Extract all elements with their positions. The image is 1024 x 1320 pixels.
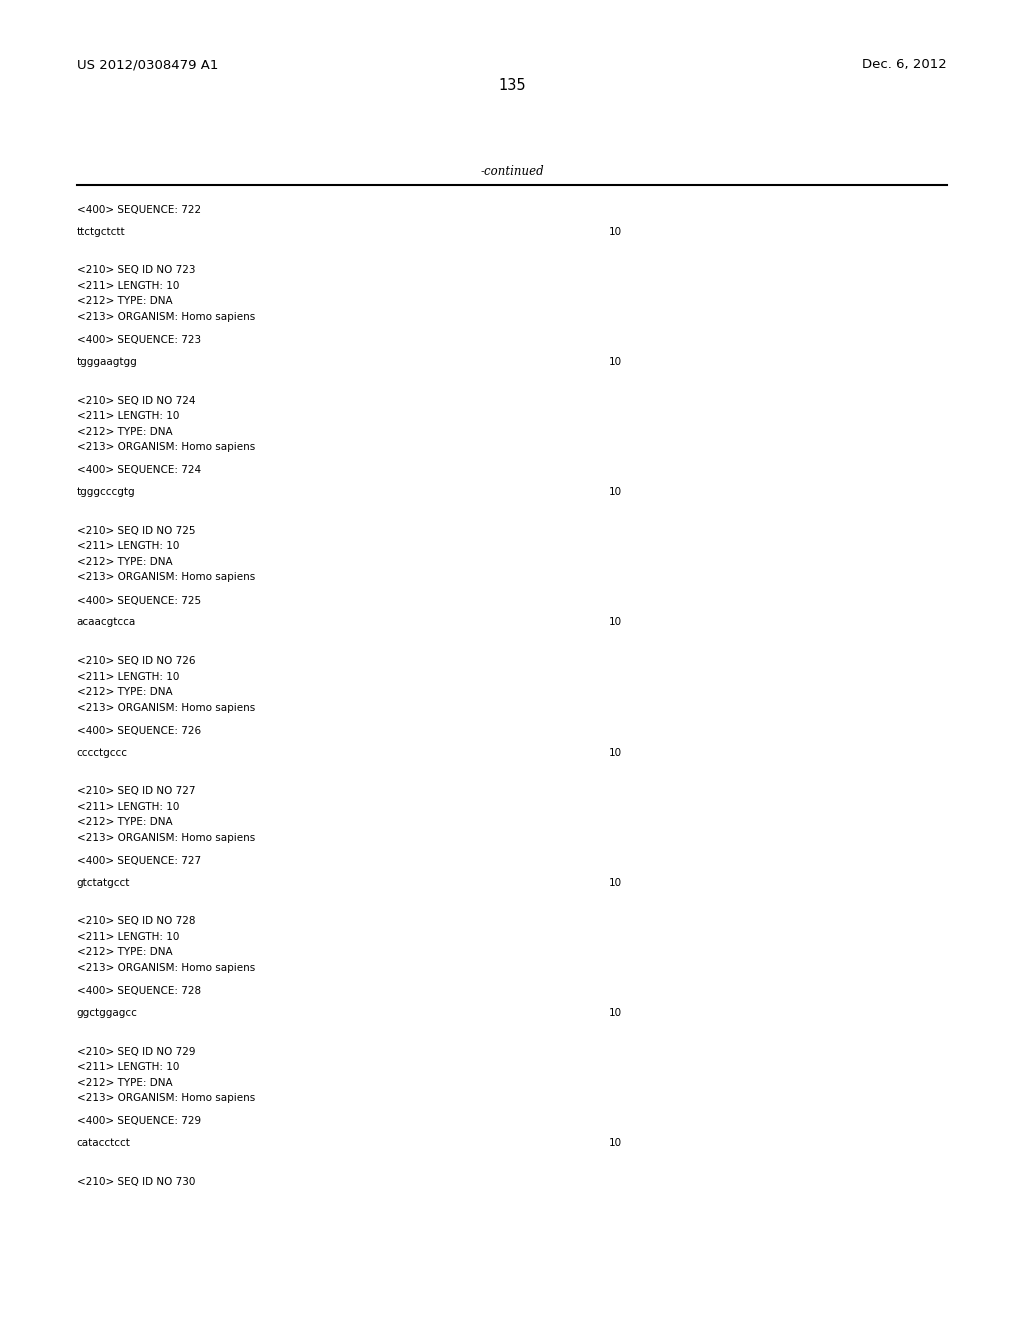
Text: <400> SEQUENCE: 724: <400> SEQUENCE: 724 [77,466,201,475]
Text: 10: 10 [609,618,623,627]
Text: <400> SEQUENCE: 729: <400> SEQUENCE: 729 [77,1117,201,1126]
Text: 10: 10 [609,878,623,888]
Text: <213> ORGANISM: Homo sapiens: <213> ORGANISM: Homo sapiens [77,442,255,453]
Text: tgggcccgtg: tgggcccgtg [77,487,135,498]
Text: acaacgtcca: acaacgtcca [77,618,136,627]
Text: catacctcct: catacctcct [77,1138,131,1148]
Text: <213> ORGANISM: Homo sapiens: <213> ORGANISM: Homo sapiens [77,312,255,322]
Text: ttctgctctt: ttctgctctt [77,227,125,236]
Text: <211> LENGTH: 10: <211> LENGTH: 10 [77,281,179,290]
Text: 10: 10 [609,487,623,498]
Text: <212> TYPE: DNA: <212> TYPE: DNA [77,817,172,828]
Text: <211> LENGTH: 10: <211> LENGTH: 10 [77,801,179,812]
Text: gtctatgcct: gtctatgcct [77,878,130,888]
Text: 10: 10 [609,747,623,758]
Text: <211> LENGTH: 10: <211> LENGTH: 10 [77,541,179,552]
Text: US 2012/0308479 A1: US 2012/0308479 A1 [77,58,218,71]
Text: <210> SEQ ID NO 724: <210> SEQ ID NO 724 [77,396,196,405]
Text: <210> SEQ ID NO 727: <210> SEQ ID NO 727 [77,787,196,796]
Text: <400> SEQUENCE: 727: <400> SEQUENCE: 727 [77,855,201,866]
Text: <210> SEQ ID NO 723: <210> SEQ ID NO 723 [77,265,196,276]
Text: <400> SEQUENCE: 722: <400> SEQUENCE: 722 [77,205,201,215]
Text: <210> SEQ ID NO 726: <210> SEQ ID NO 726 [77,656,196,667]
Text: tgggaagtgg: tgggaagtgg [77,356,137,367]
Text: cccctgccc: cccctgccc [77,747,128,758]
Text: <212> TYPE: DNA: <212> TYPE: DNA [77,1077,172,1088]
Text: <210> SEQ ID NO 725: <210> SEQ ID NO 725 [77,525,196,536]
Text: <212> TYPE: DNA: <212> TYPE: DNA [77,426,172,437]
Text: ggctggagcc: ggctggagcc [77,1008,137,1018]
Text: <213> ORGANISM: Homo sapiens: <213> ORGANISM: Homo sapiens [77,702,255,713]
Text: <212> TYPE: DNA: <212> TYPE: DNA [77,297,172,306]
Text: <400> SEQUENCE: 725: <400> SEQUENCE: 725 [77,595,201,606]
Text: 135: 135 [499,78,525,92]
Text: <400> SEQUENCE: 726: <400> SEQUENCE: 726 [77,726,201,735]
Text: <210> SEQ ID NO 728: <210> SEQ ID NO 728 [77,916,196,927]
Text: <211> LENGTH: 10: <211> LENGTH: 10 [77,1063,179,1072]
Text: 10: 10 [609,1138,623,1148]
Text: <213> ORGANISM: Homo sapiens: <213> ORGANISM: Homo sapiens [77,573,255,582]
Text: <211> LENGTH: 10: <211> LENGTH: 10 [77,672,179,681]
Text: <213> ORGANISM: Homo sapiens: <213> ORGANISM: Homo sapiens [77,964,255,973]
Text: <213> ORGANISM: Homo sapiens: <213> ORGANISM: Homo sapiens [77,833,255,842]
Text: 10: 10 [609,227,623,236]
Text: Dec. 6, 2012: Dec. 6, 2012 [862,58,947,71]
Text: <211> LENGTH: 10: <211> LENGTH: 10 [77,932,179,942]
Text: <212> TYPE: DNA: <212> TYPE: DNA [77,557,172,566]
Text: -continued: -continued [480,165,544,178]
Text: <210> SEQ ID NO 730: <210> SEQ ID NO 730 [77,1177,196,1187]
Text: <212> TYPE: DNA: <212> TYPE: DNA [77,686,172,697]
Text: <212> TYPE: DNA: <212> TYPE: DNA [77,948,172,957]
Text: <210> SEQ ID NO 729: <210> SEQ ID NO 729 [77,1047,196,1056]
Text: <400> SEQUENCE: 723: <400> SEQUENCE: 723 [77,335,201,346]
Text: 10: 10 [609,356,623,367]
Text: <400> SEQUENCE: 728: <400> SEQUENCE: 728 [77,986,201,997]
Text: <211> LENGTH: 10: <211> LENGTH: 10 [77,411,179,421]
Text: 10: 10 [609,1008,623,1018]
Text: <213> ORGANISM: Homo sapiens: <213> ORGANISM: Homo sapiens [77,1093,255,1104]
